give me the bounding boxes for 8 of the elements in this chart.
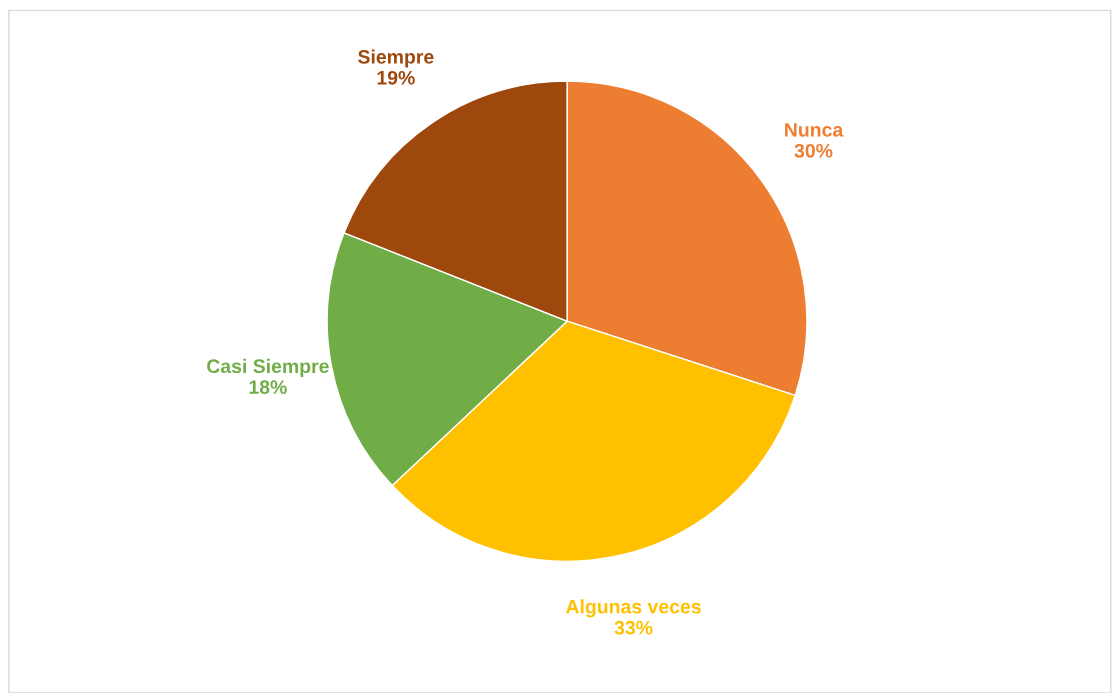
data-label: 19%	[377, 70, 415, 85]
slice-label: Algunas veces	[565, 599, 701, 618]
slice-label: Casi Siempre	[207, 358, 329, 377]
data-label: 33%	[614, 620, 653, 635]
data-label: 30%	[794, 143, 833, 158]
slice-label: Nunca	[785, 123, 844, 137]
data-label: 18%	[249, 380, 287, 395]
slice-label: Siempre	[358, 49, 434, 68]
